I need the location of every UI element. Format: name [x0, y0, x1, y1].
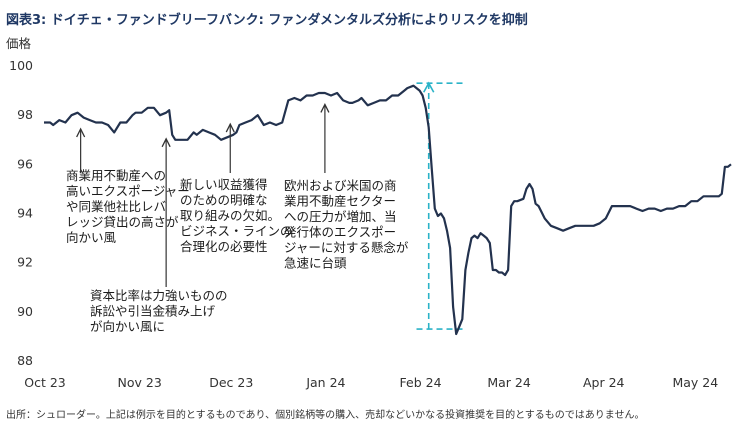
- annotation-text-line: 欧州および米国の商: [284, 178, 397, 193]
- x-tick-label: Jan 24: [305, 375, 345, 390]
- y-tick-label: 88: [17, 353, 33, 368]
- annotation-text-line: 取り組みの欠如。: [180, 208, 280, 223]
- annotation-text-line: 発行体のエクスポー: [284, 225, 396, 240]
- y-tick-label: 96: [17, 156, 33, 171]
- annotation-text-line: への圧力が増加、当: [284, 209, 397, 224]
- annotation-text-line: 訴訟や引当金積み上げ: [90, 304, 216, 319]
- annotation-text-line: 商業用不動産への: [66, 168, 166, 183]
- annotation-text-line: ジャーに対する懸念が: [284, 240, 409, 255]
- reference-arrowhead: [423, 81, 435, 93]
- annotation-arrowhead: [225, 122, 235, 133]
- annotation-text-line: 急速に台頭: [284, 256, 347, 271]
- annotation-arrowhead: [161, 137, 171, 148]
- price-line: [44, 84, 732, 336]
- reference-lines: [416, 81, 466, 330]
- source-note: 出所：シュローダー。上記は例示を目的とするものであり、個別銘柄等の購入、売却など…: [6, 408, 645, 421]
- annotation-text-line: 合理化の必要性: [180, 239, 268, 254]
- x-tick-label: Apr 24: [583, 375, 625, 390]
- x-tick-label: Feb 24: [400, 375, 442, 390]
- y-tick-label: 92: [17, 255, 33, 270]
- annotation-text-line: 資本比率は力強いものの: [90, 288, 228, 303]
- y-tick-label: 100: [9, 58, 33, 73]
- annotation-text-line: や同業他社比レバ: [66, 199, 166, 214]
- y-axis-ticks: 88 90 92 94 96 98 100: [9, 58, 33, 368]
- annotation-text-line: 向かい風: [66, 230, 117, 245]
- x-tick-label: Dec 23: [209, 375, 253, 390]
- annotation-text-line: のための明確な: [180, 193, 268, 208]
- y-tick-label: 98: [17, 107, 33, 122]
- annotations: 商業用不動産への高いエクスポージャーや同業他社比レバレッジ貸出の高さが向かい風資…: [66, 102, 409, 334]
- annotation-cre-pressure: 欧州および米国の商業用不動産セクターへの圧力が増加、当発行体のエクスポージャーに…: [284, 102, 409, 271]
- y-tick-label: 90: [17, 304, 33, 319]
- chart-title: 図表3: ドイチェ・ファンドブリーフバンク: ファンダメンタルズ分析によりリスク…: [6, 12, 528, 28]
- x-tick-label: May 24: [672, 375, 718, 390]
- annotation-text-line: が向かい風に: [90, 319, 165, 334]
- price-series: [44, 84, 732, 336]
- annotation-text-line: レッジ貸出の高さが: [66, 215, 179, 230]
- y-axis-label: 価格: [6, 36, 32, 51]
- x-tick-label: Oct 23: [24, 375, 66, 390]
- annotation-text-line: 業用不動産セクター: [284, 194, 396, 209]
- annotation-arrowhead: [76, 127, 86, 138]
- annotation-text-line: 高いエクスポージャー: [66, 184, 190, 199]
- y-tick-label: 94: [17, 206, 33, 221]
- annotation-arrowhead: [320, 102, 330, 113]
- x-axis-ticks: Oct 23 Nov 23 Dec 23 Jan 24 Feb 24 Mar 24 Apr …: [24, 375, 718, 390]
- annotation-text-line: ビジネス・ラインの: [180, 224, 293, 239]
- x-tick-label: Mar 24: [487, 375, 531, 390]
- annotation-text-line: 新しい収益獲得: [180, 177, 268, 192]
- x-tick-label: Nov 23: [118, 375, 162, 390]
